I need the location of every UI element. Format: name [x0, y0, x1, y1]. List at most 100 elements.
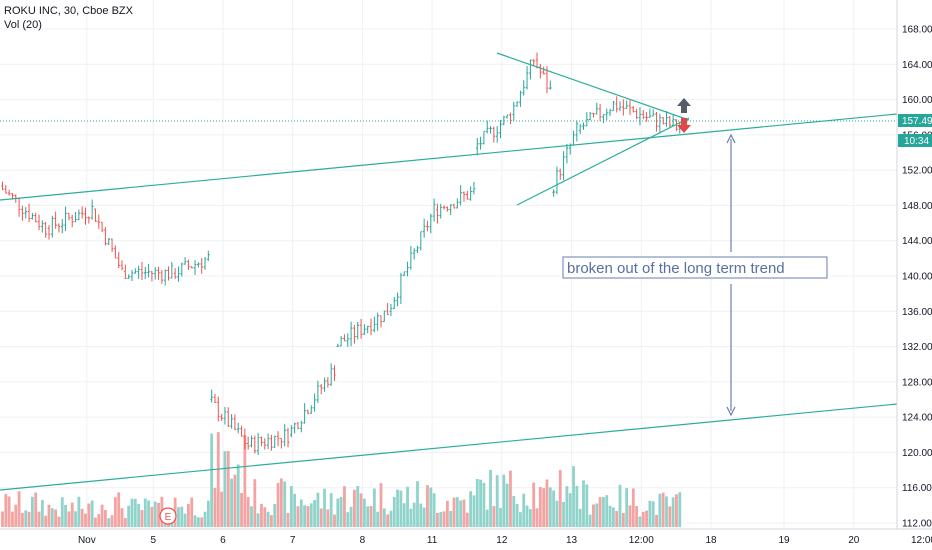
price-tick-label: 128.00 — [902, 377, 932, 388]
volume-bar — [545, 479, 549, 527]
volume-bar — [645, 510, 648, 527]
price-tick-label: 164.00 — [902, 60, 932, 71]
volume-bar — [562, 501, 565, 527]
volume-bar — [389, 510, 393, 527]
volume-bar — [196, 517, 200, 527]
volume-bar — [243, 435, 247, 527]
volume-bar — [24, 510, 28, 527]
price-tick-label: 152.00 — [902, 166, 932, 177]
volume-bars — [1, 432, 682, 527]
volume-bar — [678, 492, 682, 527]
volume-bar — [306, 506, 310, 527]
volume-bar — [366, 506, 370, 527]
time-tick-label: 6 — [220, 535, 226, 546]
volume-bar — [592, 504, 595, 527]
volume-bar — [412, 502, 416, 527]
time-tick-label: 13 — [566, 535, 578, 546]
volume-bar — [220, 491, 224, 527]
volume-bar — [675, 494, 678, 527]
volume-bar — [515, 504, 519, 527]
volume-bar — [588, 514, 592, 527]
volume-bar — [638, 516, 642, 527]
volume-bar — [17, 491, 21, 527]
volume-bar — [303, 505, 307, 527]
volume-bar — [107, 518, 111, 527]
volume-bar — [1, 511, 4, 527]
volume-bar — [595, 503, 599, 527]
price-tick-label: 124.00 — [902, 413, 932, 424]
volume-bar — [123, 518, 127, 527]
volume-bar — [525, 505, 529, 527]
volume-bar — [253, 479, 257, 527]
volume-bar — [356, 486, 360, 527]
volume-bar — [286, 512, 290, 527]
volume-bar — [133, 498, 137, 527]
volume-bar — [379, 483, 383, 527]
volume-bar — [655, 514, 658, 527]
volume-bar — [240, 493, 243, 527]
volume-bar — [137, 503, 141, 527]
price-tick-label: 168.00 — [902, 25, 932, 36]
time-tick-label: 18 — [705, 535, 717, 546]
volume-bar — [469, 491, 473, 527]
volume-bar — [57, 516, 61, 527]
volume-bar — [651, 501, 655, 527]
volume-bar — [396, 489, 399, 527]
volume-bar — [489, 469, 492, 527]
volume-bar — [359, 493, 363, 527]
earnings-marker[interactable] — [159, 507, 177, 525]
annotation-box[interactable] — [562, 256, 828, 279]
volume-bar — [216, 432, 220, 527]
volume-bar — [246, 497, 250, 527]
volume-bar — [635, 505, 639, 527]
volume-bar — [625, 488, 629, 527]
volume-legend[interactable]: Vol (20) — [4, 19, 42, 31]
volume-bar — [409, 508, 413, 527]
breakout-down-arrow — [677, 118, 691, 133]
price-axis-background — [897, 0, 932, 550]
last-price-tag-text: 157.49 — [902, 116, 932, 127]
volume-bar — [548, 487, 552, 527]
earnings-marker-label: E — [165, 512, 172, 523]
chart-legend: ROKU INC, 30, Cboe BZX Vol (20) — [4, 4, 133, 32]
price-axis-ticks: 112.00 116.00 120.00 124.00 128.00 132.00 136.… — [902, 25, 932, 530]
volume-bar — [462, 499, 466, 527]
volume-bar — [406, 486, 409, 527]
symbol-line[interactable]: ROKU INC, 30, Cboe BZX — [4, 5, 133, 17]
volume-bar — [7, 496, 11, 527]
volume-bar — [585, 484, 589, 527]
volume-bar — [236, 464, 240, 527]
time-tick-label: 7 — [290, 535, 296, 546]
volume-bar — [323, 488, 326, 527]
volume-bar — [532, 482, 536, 527]
volume-bar — [44, 515, 48, 527]
volume-bar — [343, 486, 346, 527]
volume-bar — [668, 506, 672, 527]
volume-bar — [50, 508, 54, 527]
time-tick-label: Nov — [78, 535, 96, 546]
volume-bar — [439, 511, 443, 527]
time-tick-label: 12:00 — [629, 535, 654, 546]
volume-bar — [21, 512, 24, 527]
volume-bar — [200, 517, 204, 527]
volume-bar — [419, 503, 423, 527]
volume-bar — [459, 500, 463, 527]
volume-bar — [150, 506, 154, 527]
volume-bar — [519, 512, 522, 527]
volume-bar — [502, 474, 506, 527]
volume-bar — [442, 511, 446, 527]
volume-bar — [558, 470, 562, 527]
volume-bar — [143, 498, 147, 527]
volume-bar — [153, 501, 157, 527]
volume-bar — [130, 498, 134, 527]
volume-bar — [27, 511, 31, 527]
breakout-up-arrow — [677, 98, 691, 113]
volume-bar — [436, 513, 439, 527]
volume-bar — [100, 504, 104, 527]
volume-bar — [283, 481, 287, 527]
time-tick-label: 12:00 — [911, 535, 932, 546]
volume-bar — [499, 507, 502, 527]
